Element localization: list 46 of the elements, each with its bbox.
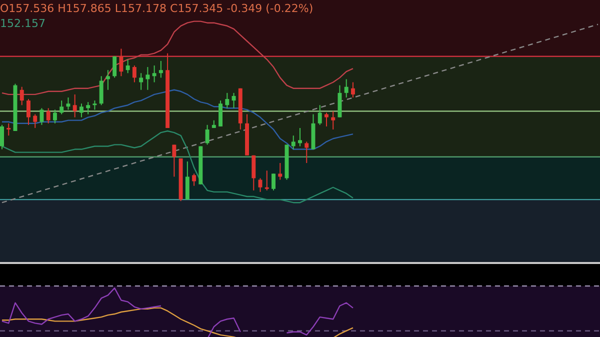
candlestick (264, 170, 269, 191)
candlestick (119, 48, 124, 77)
candlestick (126, 58, 130, 74)
candlestick (132, 65, 136, 83)
candlestick (291, 135, 296, 150)
candlestick (205, 124, 210, 146)
candlestick (152, 65, 156, 83)
candlestick (232, 92, 236, 109)
candlestick (252, 154, 256, 191)
candlestick (26, 98, 30, 126)
candlestick (331, 110, 336, 130)
candlestick (20, 86, 24, 106)
candlestick (79, 103, 84, 118)
candlestick (0, 124, 4, 150)
candlestick (172, 144, 176, 178)
candlestick (52, 109, 57, 124)
candlestick (6, 122, 11, 136)
candlestick (318, 104, 322, 126)
candlestick (106, 70, 110, 90)
candlestick (258, 178, 262, 192)
candlestick (40, 108, 44, 126)
candlestick (46, 108, 50, 124)
candlestick (99, 76, 104, 106)
candlestick (112, 56, 117, 78)
candlestick (72, 94, 77, 118)
candlestick (139, 72, 144, 90)
candlestick (344, 78, 348, 98)
text: 152.157 (0, 17, 46, 30)
candlestick (66, 96, 70, 110)
candlestick (158, 60, 163, 78)
candlestick (92, 100, 97, 110)
candlestick (146, 66, 150, 90)
candlestick (304, 141, 309, 164)
candlestick (33, 114, 38, 128)
candlestick (278, 162, 282, 180)
candlestick (272, 173, 276, 191)
candlestick (298, 127, 302, 147)
candlestick (225, 92, 230, 109)
candlestick (218, 100, 223, 127)
candlestick (86, 102, 90, 115)
candlestick (324, 112, 328, 127)
candlestick (350, 82, 355, 98)
candlestick (60, 100, 64, 115)
candlestick (192, 173, 196, 186)
text: O157.536 H157.865 L157.178 C157.345 -0.349 (-0.22%) (0, 2, 314, 15)
candlestick (185, 160, 190, 200)
